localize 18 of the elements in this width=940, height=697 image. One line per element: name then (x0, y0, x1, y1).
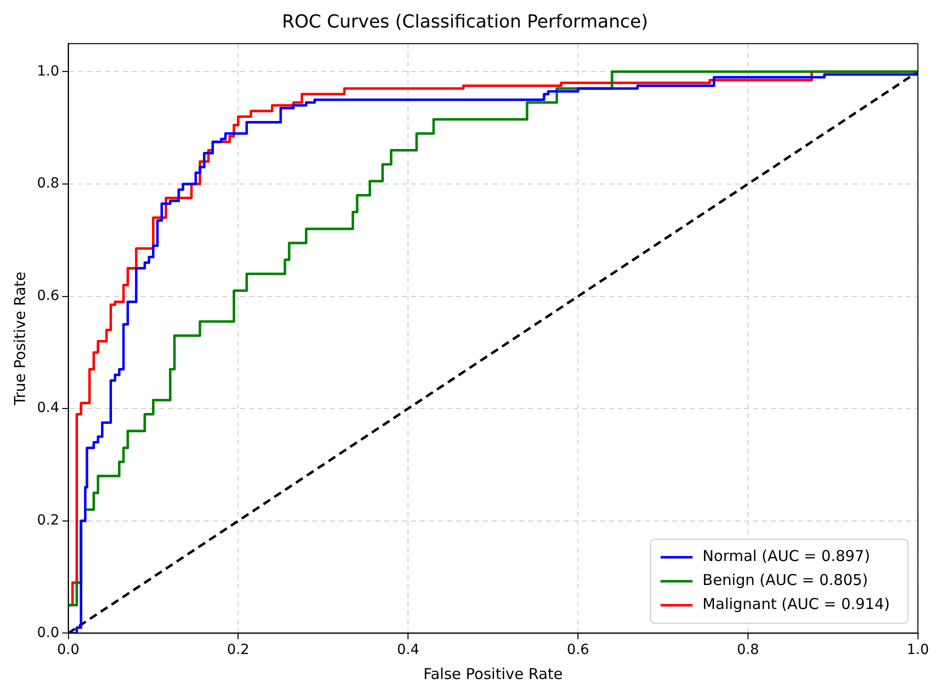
y-tick-label: 0.4 (37, 400, 60, 416)
y-tick-label: 0.2 (37, 512, 60, 529)
x-tick-label: 0.6 (566, 642, 590, 658)
y-tick-label: 1.0 (37, 63, 60, 80)
legend-label: Normal (AUC = 0.897) (702, 547, 870, 566)
y-tick-label: 0.6 (37, 288, 60, 304)
y-axis-title: True Positive Rate (10, 272, 29, 406)
x-tick-label: 1.0 (906, 642, 929, 658)
legend-label: Benign (AUC = 0.805) (702, 571, 868, 590)
x-axis-title: False Positive Rate (423, 664, 563, 683)
x-tick-label: 0.0 (57, 642, 80, 658)
x-tick-label: 0.4 (396, 642, 420, 658)
x-tick-label: 0.2 (227, 642, 250, 658)
x-tick-label: 0.8 (736, 642, 760, 658)
legend-label: Malignant (AUC = 0.914) (702, 595, 890, 614)
y-tick-label: 0.0 (37, 624, 60, 641)
y-tick-label: 0.8 (37, 176, 60, 192)
chart-title: ROC Curves (Classification Performance) (282, 11, 648, 32)
